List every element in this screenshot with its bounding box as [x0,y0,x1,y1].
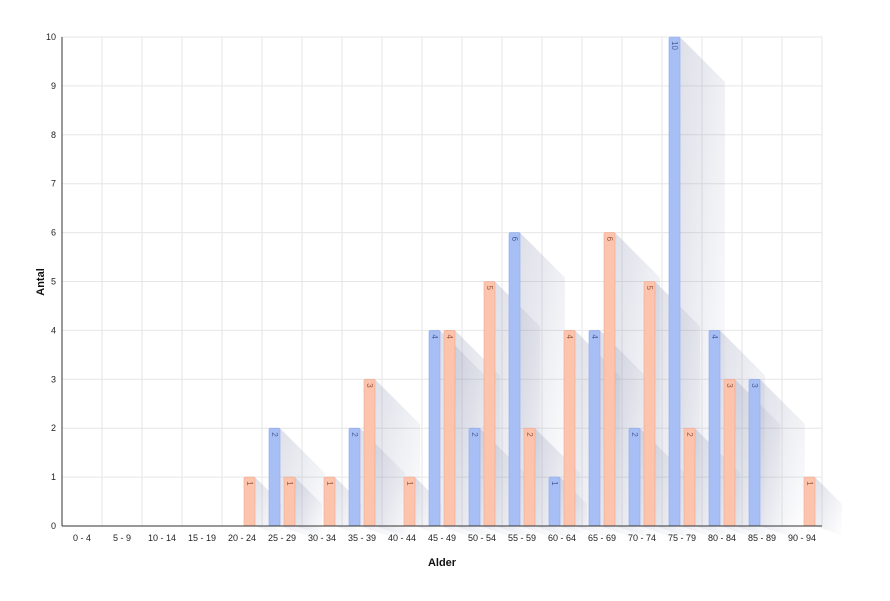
bar-value-label: 5 [645,286,654,291]
x-tick-label: 5 - 9 [113,533,131,543]
y-tick-label: 2 [51,423,56,433]
bar [588,330,601,527]
x-tick-label: 55 - 59 [508,533,536,543]
bar [523,427,536,527]
y-tick-label: 5 [51,277,56,287]
bar-value-label: 4 [445,334,454,339]
bar-value-label: 6 [510,237,519,242]
y-tick-label: 6 [51,228,56,238]
y-tick-label: 7 [51,179,56,189]
x-tick-label: 70 - 74 [628,533,656,543]
x-tick-label: 50 - 54 [468,533,496,543]
bar [748,378,761,527]
x-tick-label: 10 - 14 [148,533,176,543]
x-tick-label: 35 - 39 [348,533,376,543]
bar-value-label: 10 [670,41,679,50]
bar [428,330,441,527]
y-axis-title: Antal [35,268,47,296]
bar-value-label: 4 [565,334,574,339]
bar [348,427,361,527]
bar-value-label: 2 [525,432,534,437]
bar [628,427,641,527]
y-tick-label: 9 [51,81,56,91]
bar [708,330,721,527]
y-tick-label: 1 [51,472,56,482]
bar-value-label: 1 [285,481,294,486]
bar-shadow [815,477,842,536]
x-tick-label: 0 - 4 [73,533,91,543]
bar [603,232,616,527]
bar [723,378,736,527]
x-tick-label: 40 - 44 [388,533,416,543]
x-tick-label: 20 - 24 [228,533,256,543]
y-tick-labels: 0 1 2 3 4 5 6 7 8 9 10 [46,32,56,531]
x-tick-label: 75 - 79 [668,533,696,543]
bar [468,427,481,527]
x-tick-label: 25 - 29 [268,533,296,543]
bar [268,427,281,527]
x-tick-label: 85 - 89 [748,533,776,543]
x-tick-label: 80 - 84 [708,533,736,543]
bar [483,281,496,527]
bar [443,330,456,527]
bar-value-label: 2 [270,432,279,437]
bar-value-label: 3 [750,383,759,388]
bar-value-label: 1 [405,481,414,486]
x-tick-labels: 0 - 4 5 - 9 10 - 14 15 - 19 20 - 24 25 - 29 30… [73,533,816,543]
y-tick-label: 8 [51,130,56,140]
bar-value-label: 4 [430,334,439,339]
x-tick-label: 60 - 64 [548,533,576,543]
bar-value-label: 2 [350,432,359,437]
bar-shadow [295,477,322,536]
x-tick-label: 15 - 19 [188,533,216,543]
bar-value-label: 2 [685,432,694,437]
bar-value-label: 3 [725,383,734,388]
bar-value-label: 1 [550,481,559,486]
x-tick-label: 90 - 94 [788,533,816,543]
bar-value-label: 5 [485,286,494,291]
bar-value-label: 2 [630,432,639,437]
x-axis-title: Alder [428,557,457,569]
x-tick-label: 30 - 34 [308,533,336,543]
y-tick-label: 4 [51,325,56,335]
y-tick-label: 0 [51,521,56,531]
bar-value-label: 1 [245,481,254,486]
bars: 2 2 4 2 6 1 4 2 10 4 3 1 1 1 3 1 4 5 2 4 6 5 2 3 1 [243,36,816,527]
bar-value-label: 3 [365,383,374,388]
bar [683,427,696,527]
bar [668,36,681,527]
y-tick-label: 10 [46,32,56,42]
y-tick-label: 3 [51,374,56,384]
bar-value-label: 6 [605,237,614,242]
bar [643,281,656,527]
bar [563,330,576,527]
bar-value-label: 4 [590,334,599,339]
bar-value-label: 4 [710,334,719,339]
bar-value-label: 1 [805,481,814,486]
x-tick-label: 65 - 69 [588,533,616,543]
axes [61,37,822,527]
x-tick-label: 45 - 49 [428,533,456,543]
bar [508,232,521,527]
bar-value-label: 2 [470,432,479,437]
bar-value-label: 1 [325,481,334,486]
bar [363,378,376,527]
